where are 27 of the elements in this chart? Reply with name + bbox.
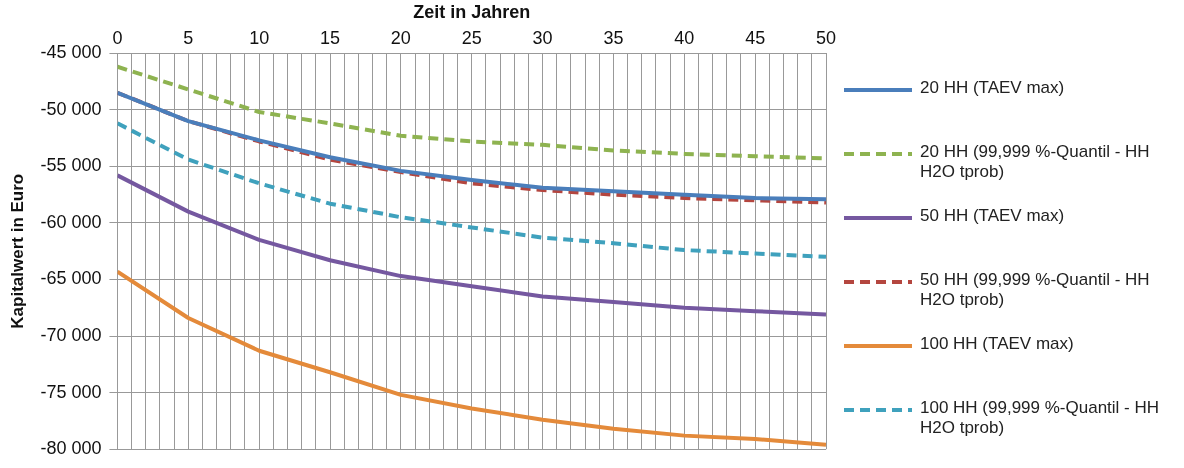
y-tick-label: -45 000 xyxy=(40,42,102,63)
y-tick-label: -60 000 xyxy=(40,211,102,232)
x-tick-label: 25 xyxy=(461,28,482,49)
legend-label: 50 HH (99,999 %-Quantil - HH H2O tprob) xyxy=(920,270,1151,310)
legend-label: 50 HH (TAEV max) xyxy=(920,206,1066,226)
y-tick-label: -50 000 xyxy=(40,98,102,119)
x-tick-label: 35 xyxy=(603,28,624,49)
legend-label: 20 HH (TAEV max) xyxy=(920,78,1066,98)
y-axis-title: Kapitalwert in Euro xyxy=(7,173,27,329)
x-tick-label: 5 xyxy=(183,28,194,49)
x-tick-label: 50 xyxy=(815,28,837,49)
x-tick-label: 15 xyxy=(320,28,341,49)
x-tick-label: 0 xyxy=(112,28,123,49)
legend-label: 100 HH (99,999 %-Quantil - HH H2O tprob) xyxy=(920,398,1160,438)
y-tick-label: -55 000 xyxy=(40,155,102,176)
y-tick-label: -75 000 xyxy=(40,381,102,402)
legend-label: 100 HH (TAEV max) xyxy=(920,334,1075,354)
x-tick-label: 45 xyxy=(745,28,766,49)
legend-label: 20 HH (99,999 %-Quantil - HH H2O tprob) xyxy=(920,142,1151,182)
y-tick-label: -65 000 xyxy=(40,268,102,289)
x-tick-label: 20 xyxy=(390,28,411,49)
y-tick-label: -80 000 xyxy=(40,438,102,459)
x-tick-label: 10 xyxy=(249,28,270,49)
x-tick-label: 30 xyxy=(532,28,553,49)
x-axis-title: Zeit in Jahren xyxy=(413,1,531,22)
y-tick-label: -70 000 xyxy=(40,325,102,346)
x-tick-label: 40 xyxy=(674,28,695,49)
